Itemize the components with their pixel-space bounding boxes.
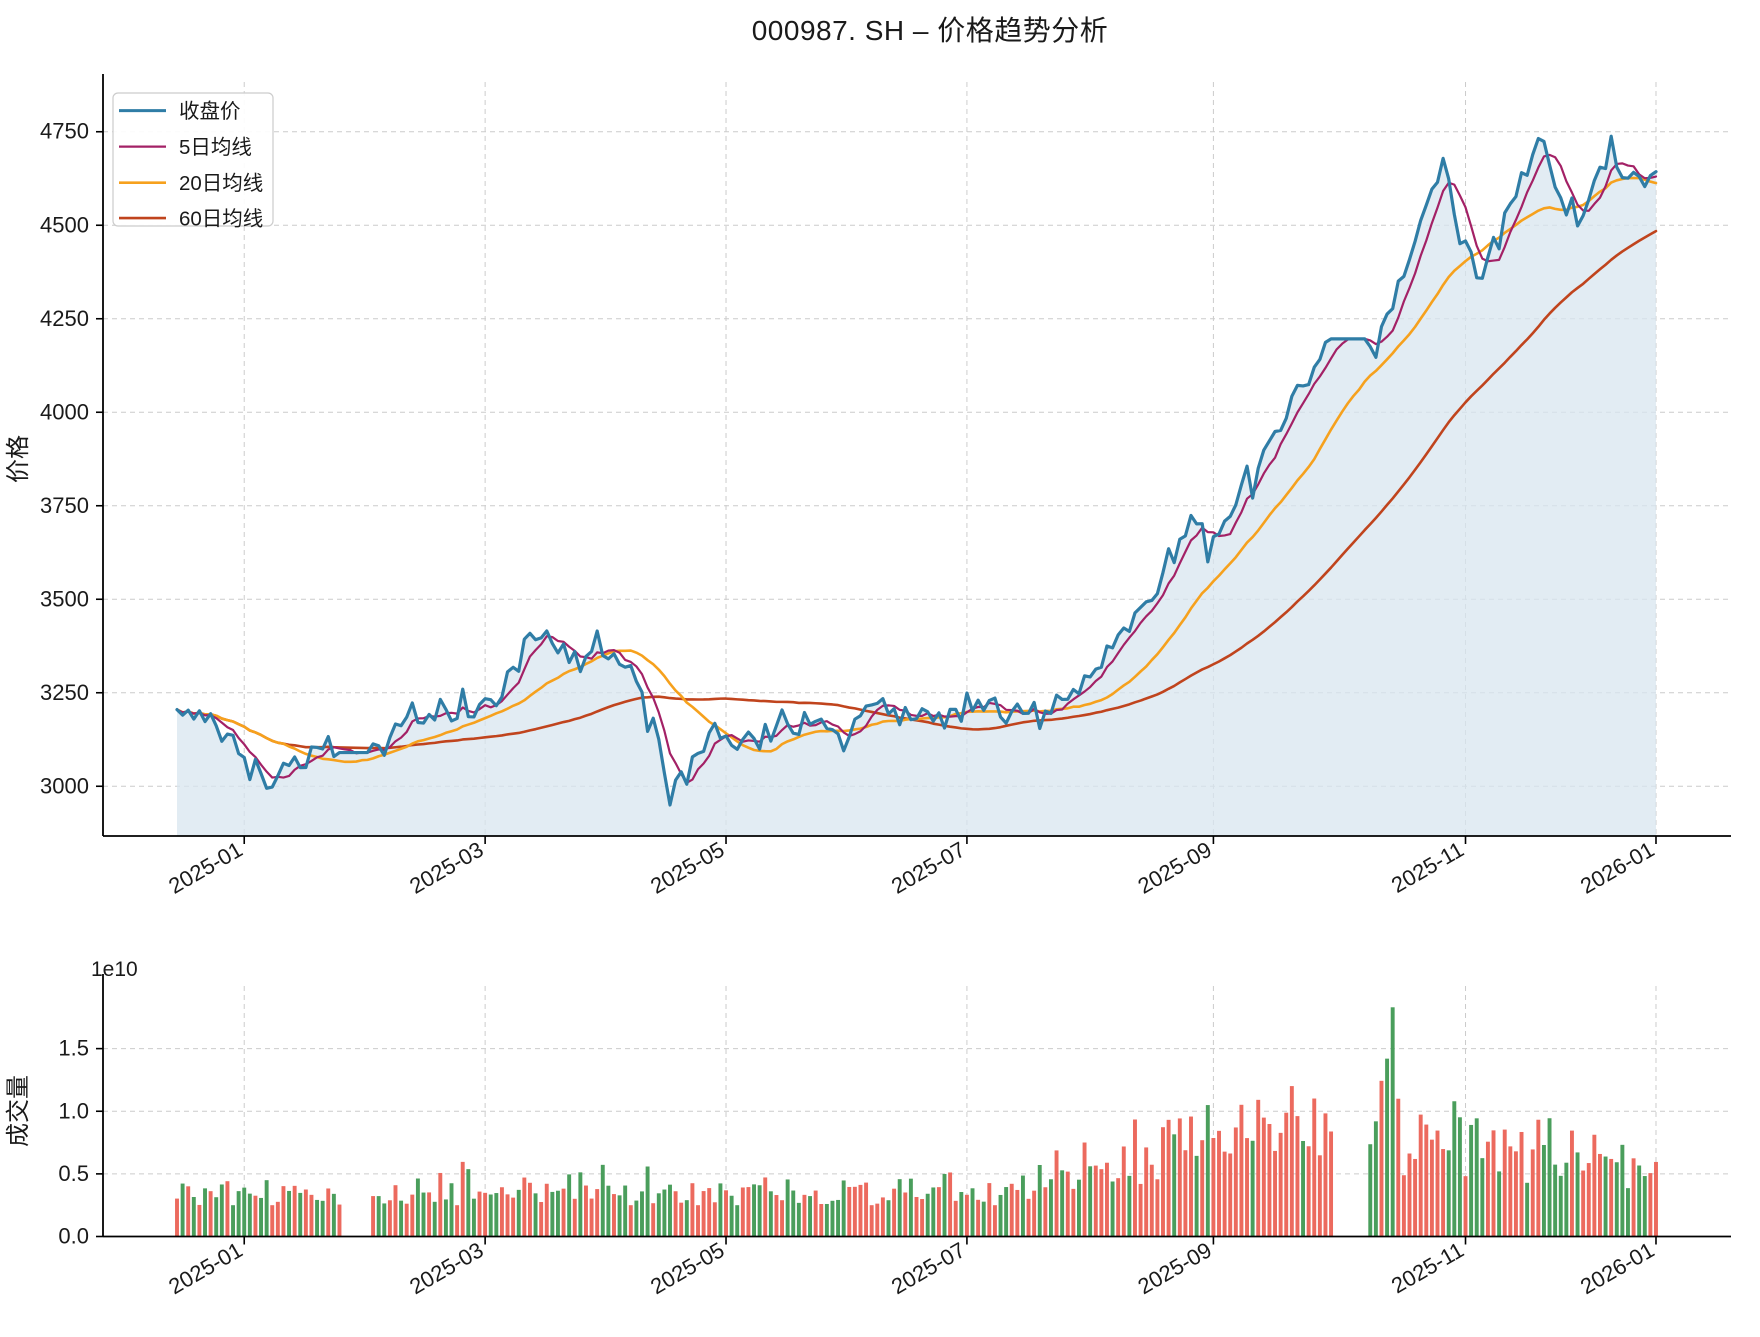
svg-text:成交量: 成交量 (5, 1075, 32, 1147)
svg-text:60日均线: 60日均线 (179, 208, 263, 231)
svg-text:3500: 3500 (40, 586, 89, 611)
svg-text:4500: 4500 (40, 212, 89, 237)
svg-text:000987. SH – 价格趋势分析: 000987. SH – 价格趋势分析 (752, 15, 1109, 46)
svg-text:1.5: 1.5 (58, 1036, 89, 1061)
svg-text:4750: 4750 (40, 119, 89, 144)
svg-text:1.0: 1.0 (58, 1098, 89, 1123)
svg-text:3250: 3250 (40, 680, 89, 705)
svg-text:价格: 价格 (5, 435, 32, 483)
svg-text:1e10: 1e10 (91, 958, 138, 981)
svg-text:4250: 4250 (40, 306, 89, 331)
svg-text:20日均线: 20日均线 (179, 172, 263, 195)
svg-text:3000: 3000 (40, 773, 89, 798)
svg-text:5日均线: 5日均线 (179, 136, 252, 159)
svg-text:4000: 4000 (40, 399, 89, 424)
svg-text:0.0: 0.0 (58, 1224, 89, 1249)
svg-text:0.5: 0.5 (58, 1161, 89, 1186)
svg-text:3750: 3750 (40, 493, 89, 518)
svg-text:收盘价: 收盘价 (179, 100, 241, 123)
